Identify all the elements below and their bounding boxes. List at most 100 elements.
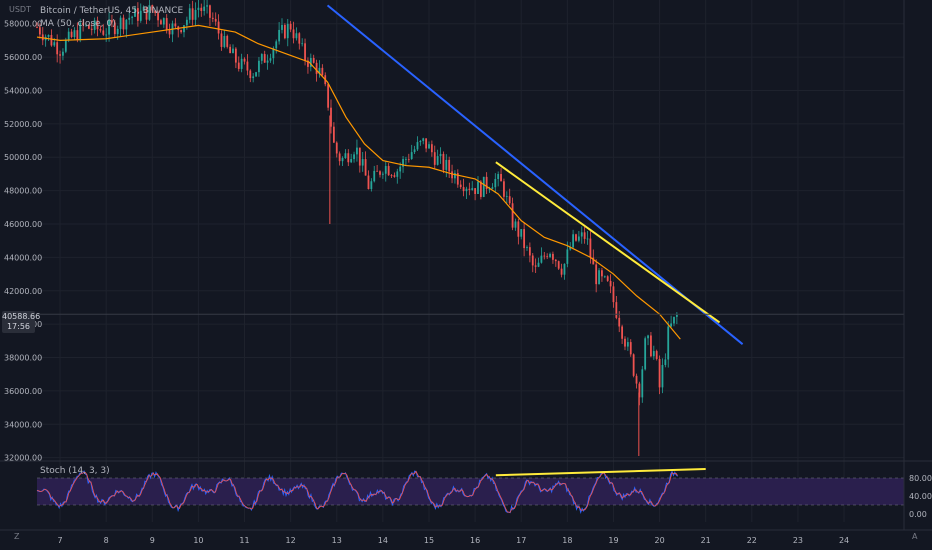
candle-body [211, 17, 214, 19]
stoch-axis-label: 0.00 [909, 510, 927, 519]
candle-body [520, 229, 523, 237]
candle-body [664, 359, 667, 365]
stochastic-pane[interactable] [0, 460, 932, 514]
candle-body [142, 6, 145, 11]
candle-body [503, 181, 505, 197]
candle-body [566, 249, 569, 264]
candle-body [425, 138, 428, 149]
candle-body [569, 247, 572, 250]
candle-body [523, 229, 526, 249]
candle-body [428, 144, 430, 149]
candle-body [194, 9, 197, 20]
candle-body [64, 40, 67, 52]
candle-body [260, 54, 263, 61]
candle-body [393, 175, 396, 177]
candle-body [59, 54, 61, 56]
trendlines[interactable] [37, 4, 904, 345]
candle-body [318, 67, 321, 74]
candle-body [82, 22, 85, 26]
candle-body [154, 10, 157, 14]
ma-50-line [36, 24, 681, 340]
candle-body [307, 60, 309, 67]
candlestick-series [36, 0, 678, 456]
last-price-tag: 40588.66 17:56 [2, 311, 41, 333]
candle-body [580, 232, 583, 237]
candle-body [488, 188, 491, 190]
candle-body [185, 19, 188, 26]
candle-body [364, 159, 367, 176]
candle-body [376, 170, 379, 172]
candle-body [105, 34, 108, 36]
candle-body [638, 383, 641, 398]
symbol-legend[interactable]: Bitcoin / TetherUS, 45, BINANCE [40, 6, 184, 16]
candle-body [407, 158, 410, 160]
candle-body [229, 46, 232, 54]
candle-body [652, 351, 655, 357]
time-axis-label: 14 [378, 536, 388, 545]
price-axis-label: 32000.00 [4, 454, 42, 463]
candle-body [232, 48, 234, 54]
trendline-yellow[interactable] [495, 161, 721, 324]
candle-body [335, 142, 338, 154]
time-axis-label: 7 [58, 536, 63, 545]
candle-body [601, 270, 603, 277]
candle-body [454, 173, 456, 179]
candle-body [514, 221, 517, 228]
price-axis-label: 36000.00 [4, 387, 42, 396]
trendline-blue[interactable] [326, 4, 744, 345]
candle-body [157, 13, 159, 21]
price-axis-label: 44000.00 [4, 253, 42, 262]
candle-body [609, 280, 612, 287]
time-axis-label: 11 [239, 536, 249, 545]
time-axis-label: 18 [562, 536, 572, 545]
candle-body [485, 176, 488, 189]
candle-body [162, 18, 165, 25]
last-price-value: 40588.66 [2, 312, 41, 321]
stoch-legend[interactable]: Stoch (14, 3, 3) [40, 466, 110, 476]
candle-body [234, 48, 237, 63]
candle-body [540, 255, 543, 263]
candle-body [419, 140, 422, 143]
candle-body [136, 8, 139, 21]
candle-body [50, 34, 53, 46]
candle-body [275, 41, 278, 49]
candle-body [606, 276, 609, 281]
ma-legend[interactable]: MA (50, close, 0) [40, 19, 116, 29]
candle-body [500, 174, 502, 182]
stoch-axis-label: 80.00 [909, 474, 932, 483]
candle-body [439, 153, 442, 157]
candle-body [413, 149, 416, 153]
candle-body [390, 175, 393, 176]
stoch-divergence-line[interactable] [495, 468, 706, 477]
candle-body [266, 60, 269, 63]
candle-body [223, 35, 226, 47]
candle-body [635, 375, 638, 384]
candle-body [165, 18, 168, 31]
candle-body [283, 25, 286, 39]
candle-body [595, 264, 598, 285]
candle-body [644, 338, 647, 370]
auto-scale-button[interactable]: A [912, 532, 918, 541]
candle-body [321, 67, 324, 76]
candle-body [180, 30, 183, 33]
candle-body [675, 314, 678, 317]
timezone-button[interactable]: Z [14, 532, 20, 541]
price-axis-label: 50000.00 [4, 153, 42, 162]
candle-body [511, 203, 514, 228]
candle-body [96, 20, 99, 30]
candle-body [243, 58, 246, 62]
candle-body [399, 166, 402, 172]
candle-body [295, 33, 298, 39]
price-axis-label: 48000.00 [4, 187, 42, 196]
candle-body [402, 159, 404, 167]
candle-body [448, 159, 451, 172]
candle-body [90, 28, 93, 30]
candle-body [246, 61, 249, 71]
candle-body [436, 156, 439, 165]
candle-body [191, 8, 194, 20]
candle-body [341, 158, 344, 162]
candle-body [330, 107, 332, 127]
candle-body [370, 181, 373, 190]
